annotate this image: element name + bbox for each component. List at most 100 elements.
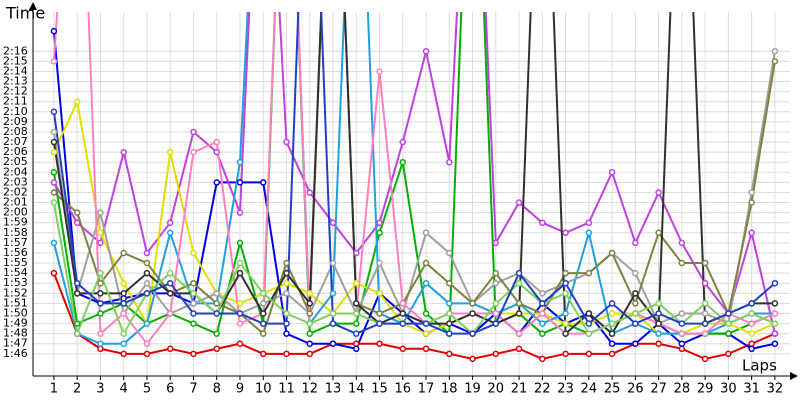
data-point — [422, 345, 430, 353]
data-point — [562, 290, 569, 297]
data-point — [399, 310, 407, 317]
data-point — [422, 310, 430, 317]
data-point — [771, 48, 779, 55]
data-point — [376, 229, 383, 237]
data-point — [143, 290, 151, 297]
data-point — [283, 350, 290, 358]
data-point — [492, 279, 500, 287]
data-point — [632, 340, 639, 347]
data-point — [353, 310, 360, 317]
data-point — [632, 239, 639, 247]
data-point — [446, 249, 453, 257]
data-point — [353, 279, 360, 287]
data-point — [422, 229, 430, 237]
x-tick-label: 22 — [534, 382, 551, 397]
y-tick-label: 1:55 — [3, 256, 28, 269]
data-point — [120, 290, 127, 297]
data-point — [446, 330, 453, 337]
data-point — [422, 48, 430, 55]
data-point — [166, 310, 174, 317]
data-point — [422, 259, 430, 267]
data-point — [120, 295, 127, 302]
data-point — [283, 269, 290, 277]
data-point — [50, 189, 58, 196]
data-point — [50, 138, 58, 146]
data-point — [376, 290, 383, 297]
data-point — [283, 330, 290, 337]
data-point — [515, 199, 523, 206]
data-point — [259, 350, 267, 358]
data-point — [120, 340, 127, 347]
data-point — [306, 320, 314, 327]
data-point — [748, 199, 755, 206]
data-point — [329, 290, 337, 297]
data-point — [213, 179, 220, 186]
data-point — [50, 108, 58, 116]
data-point — [655, 330, 662, 337]
data-point — [399, 300, 407, 307]
data-point — [515, 269, 523, 277]
data-point — [283, 310, 290, 317]
data-point — [283, 320, 290, 327]
data-point — [515, 345, 523, 353]
data-point — [725, 320, 732, 327]
data-point — [190, 290, 197, 297]
series-line — [52, 12, 776, 346]
x-tick-label: 14 — [348, 382, 365, 397]
data-point — [97, 239, 104, 247]
x-tick-label: 24 — [581, 382, 598, 397]
series-line — [52, 272, 776, 360]
data-point — [562, 269, 569, 277]
data-point — [306, 300, 314, 307]
data-point — [236, 259, 244, 267]
data-point — [283, 279, 290, 287]
data-point — [213, 300, 220, 307]
data-point — [97, 300, 104, 307]
data-point — [376, 310, 383, 317]
data-point — [632, 269, 639, 277]
data-point — [748, 320, 755, 327]
data-point — [236, 239, 244, 247]
data-point — [632, 290, 639, 297]
data-point — [562, 310, 569, 317]
data-point — [725, 350, 732, 358]
data-point — [399, 158, 407, 166]
x-tick-label: 21 — [511, 382, 528, 397]
data-point — [259, 290, 267, 297]
y-tick-label: 1:46 — [3, 347, 28, 360]
data-point — [748, 340, 755, 347]
data-point — [97, 290, 104, 297]
y-tick-label: 2:01 — [3, 196, 28, 209]
data-point — [632, 320, 639, 327]
data-point — [50, 169, 58, 176]
y-tick-label: 2:07 — [3, 135, 28, 148]
data-point — [585, 219, 593, 226]
x-tick-label: 15 — [371, 382, 388, 397]
data-point — [166, 345, 174, 353]
data-point — [655, 340, 662, 347]
data-point — [236, 158, 244, 166]
data-point — [446, 310, 453, 317]
data-point — [771, 330, 779, 337]
data-point — [539, 330, 546, 337]
data-point — [143, 269, 151, 277]
data-point — [469, 310, 476, 317]
data-point — [213, 310, 220, 317]
data-point — [701, 320, 709, 327]
y-tick-label: 1:59 — [3, 216, 28, 229]
y-tick-label: 2:14 — [3, 64, 28, 77]
x-tick-label: 11 — [278, 382, 295, 397]
y-tick-label: 2:11 — [3, 95, 28, 108]
data-point — [329, 259, 337, 267]
data-point — [678, 239, 686, 247]
data-point — [562, 330, 569, 337]
x-tick-label: 25 — [604, 382, 621, 397]
data-point — [329, 310, 337, 317]
data-point — [97, 269, 104, 277]
data-point — [539, 310, 546, 317]
data-point — [120, 310, 127, 317]
data-point — [562, 279, 569, 287]
data-point — [771, 58, 779, 65]
data-point — [655, 310, 662, 317]
